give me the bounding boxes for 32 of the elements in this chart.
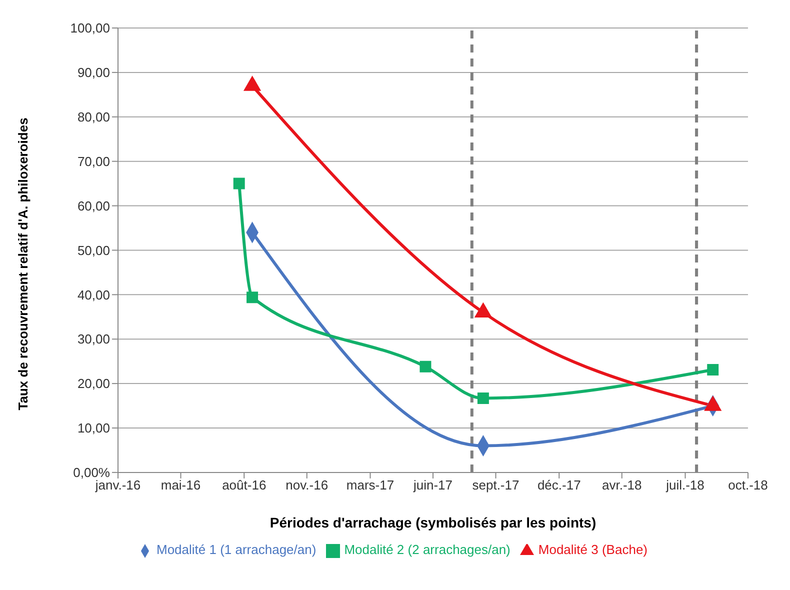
y-tick-label: 0,00% (73, 465, 110, 480)
y-tick-label: 30,00 (77, 332, 110, 347)
x-tick-label: mai-16 (160, 478, 201, 493)
point (707, 364, 719, 376)
point (246, 292, 258, 304)
y-tick-label: 10,00 (77, 420, 110, 436)
x-tick-label: oct.-18 (728, 478, 768, 493)
point (477, 392, 489, 404)
y-tick-label: 60,00 (77, 198, 110, 214)
x-tick-label: avr.-18 (602, 478, 642, 493)
x-axis-title: Périodes d'arrachage (symbolisés par les points) (270, 514, 596, 530)
x-tick-label: juin-17 (412, 478, 453, 493)
legend-label: Modalité 2 (2 arrachages/an) (344, 542, 510, 558)
y-tick-label: 80,00 (77, 110, 110, 124)
x-tick-label: janv.-16 (94, 478, 141, 493)
point (420, 360, 432, 372)
y-tick-label: 20,00 (77, 376, 110, 392)
x-tick-label: nov.-16 (286, 478, 328, 493)
x-tick-label: déc.-17 (537, 478, 581, 493)
x-tick-label: août-16 (222, 478, 266, 493)
legend-label: Modalité 1 (1 arrachage/an) (156, 542, 316, 558)
y-tick-label: 40,00 (77, 287, 110, 302)
x-tick-label: sept.-17 (472, 478, 520, 493)
y-tick-label: 50,00 (77, 242, 110, 258)
x-tick-label: juil.-18 (665, 478, 704, 493)
legend-label: Modalité 3 (Bache) (538, 542, 648, 558)
y-tick-label: 70,00 (77, 154, 110, 169)
y-axis-title: Taux de recouvrement relatif d'A. philoxeroides (16, 118, 31, 410)
x-tick-label: mars-17 (346, 478, 394, 493)
point (233, 178, 245, 190)
y-tick-label: 90,00 (77, 65, 110, 80)
y-tick-label: 100,00 (70, 20, 110, 36)
